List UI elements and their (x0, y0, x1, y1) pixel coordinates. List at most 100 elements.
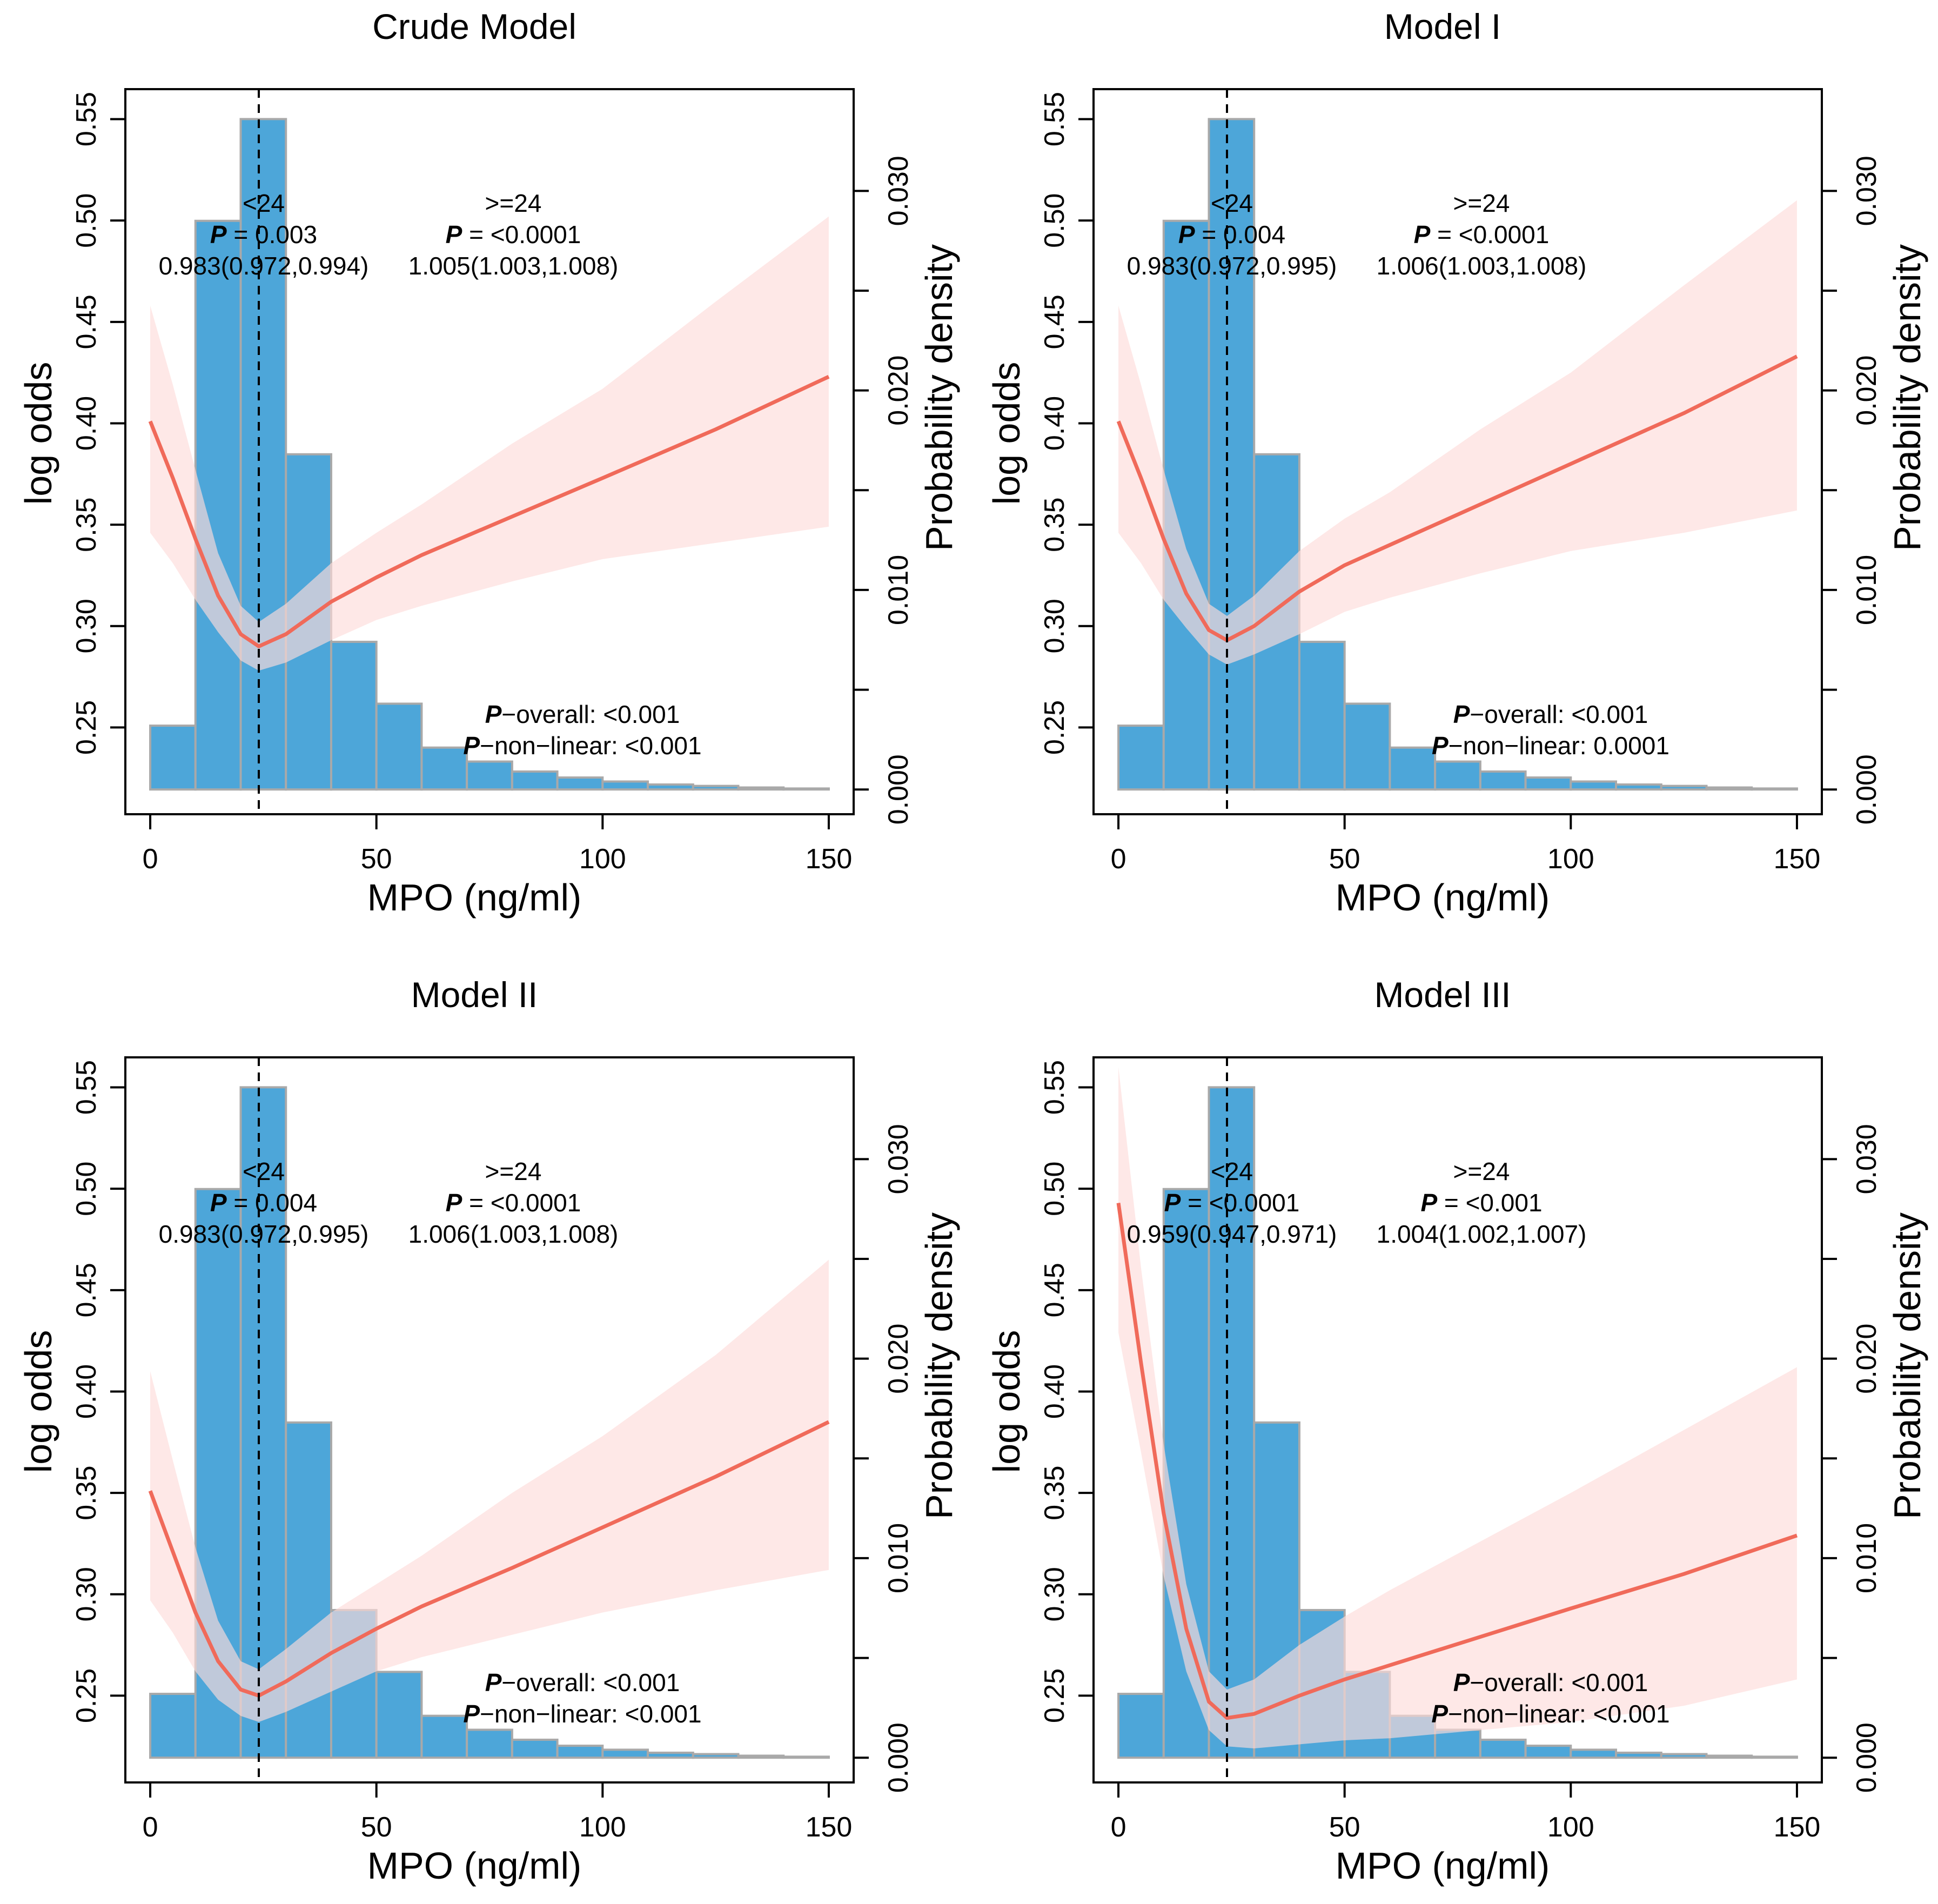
p-label: P (1432, 732, 1449, 760)
right-axis-title: Probability density (1886, 1212, 1928, 1519)
histogram-bar (420, 746, 468, 791)
spline-curve (1116, 354, 1798, 642)
x-tick-label: 0 (143, 1812, 158, 1843)
y-axis-title: log odds (17, 1330, 59, 1473)
left-tick-label: 0.40 (1039, 396, 1070, 451)
annotations: <24 P = <0.0001 0.959(0.947,0.971) >=24 P = … (1127, 1157, 1670, 1728)
histogram-bar (1570, 1748, 1618, 1759)
x-axis: 0 50 100 150 (1111, 1781, 1821, 1843)
y-axis-title: log odds (985, 1330, 1028, 1473)
histogram-bar (601, 780, 649, 791)
x-tick-label: 150 (1774, 1812, 1821, 1843)
p-label: P (446, 1189, 462, 1217)
histogram-bar (1117, 1693, 1165, 1759)
annotations: <24 P = 0.004 0.983(0.972,0.995) >=24 P = <0… (159, 1157, 702, 1728)
x-axis: 0 50 100 150 (1111, 813, 1820, 875)
x-tick-label: 0 (143, 843, 158, 875)
histogram-bar (737, 786, 785, 791)
left-axis: 0.25 0.30 0.35 0.40 0.45 0.50 0.55 (1039, 92, 1094, 755)
x-tick-label: 50 (1329, 843, 1360, 875)
left-p-value: P = 0.004 (210, 1189, 317, 1217)
p-label: P (1431, 1700, 1448, 1728)
x-axis: 0 50 100 150 (143, 1781, 852, 1843)
histogram-bar (1615, 1751, 1662, 1759)
p-overall-text: −overall: <0.001 (1470, 1668, 1648, 1697)
histogram-bar (692, 785, 740, 791)
p-label: P (1178, 220, 1195, 249)
right-tick-label: 0.020 (883, 356, 914, 426)
histogram-bar (149, 1693, 197, 1759)
p-label: P (1414, 220, 1431, 249)
left-tick-label: 0.50 (71, 193, 102, 248)
left-estimate: 0.983(0.972,0.995) (159, 1220, 369, 1248)
p-nonlinear: P−non−linear: 0.0001 (1432, 732, 1669, 760)
left-tick-label: 0.25 (1039, 700, 1070, 755)
p-nonlinear-text: −non−linear: <0.001 (480, 732, 702, 760)
p-label: P (210, 1189, 227, 1217)
x-tick-label: 0 (1111, 843, 1126, 875)
p-overall: P−overall: <0.001 (485, 700, 680, 728)
left-tick-label: 0.35 (1039, 497, 1070, 552)
chart-panel: 0 50 100 150 0.25 0.30 0.35 0.40 0.45 0.50 0.55 0.0… (985, 975, 1928, 1887)
left-tick-label: 0.45 (71, 294, 102, 349)
panel-title: Model I (1384, 6, 1501, 46)
left-tick-label: 0.25 (71, 1668, 102, 1723)
left-tick-label: 0.45 (1039, 1263, 1070, 1317)
annotations: <24 P = 0.003 0.983(0.972,0.994) >=24 P = <0… (159, 189, 702, 760)
left-tick-label: 0.50 (1039, 193, 1070, 248)
left-axis: 0.25 0.30 0.35 0.40 0.45 0.50 0.55 (71, 92, 125, 755)
histogram-bar (1705, 1754, 1753, 1759)
left-p-value: P = 0.004 (1178, 220, 1285, 249)
p-label: P (1420, 1189, 1437, 1217)
histogram-bar (1524, 776, 1572, 791)
left-tick-label: 0.55 (1039, 1060, 1070, 1115)
right-axis: 0.000 0.010 0.020 0.030 (1821, 1124, 1882, 1793)
histogram-bar (1524, 1745, 1572, 1759)
histogram-bar (1208, 1086, 1256, 1759)
p-overall: P−overall: <0.001 (485, 1668, 680, 1697)
panel-title: Model III (1374, 975, 1511, 1015)
right-estimate: 1.006(1.003,1.008) (1377, 252, 1587, 280)
histogram-bar (1298, 640, 1346, 791)
histogram-bar (375, 1671, 423, 1759)
p-overall: P−overall: <0.001 (1453, 700, 1648, 728)
p-label: P (210, 220, 227, 249)
p-nonlinear: P−non−linear: <0.001 (1431, 1700, 1669, 1728)
spline-curve (1116, 1202, 1798, 1720)
x-axis-title: MPO (ng/ml) (1336, 1845, 1550, 1887)
chart-panel: 0 50 100 150 0.25 0.30 0.35 0.40 0.45 0.50 0.55 0.0… (17, 975, 960, 1887)
left-tick-label: 0.55 (71, 92, 102, 146)
p-nonlinear-text: −non−linear: 0.0001 (1449, 732, 1669, 760)
left-tick-label: 0.35 (71, 1465, 102, 1520)
right-tick-label: 0.000 (883, 754, 914, 824)
p-overall-text: −overall: <0.001 (501, 700, 680, 728)
p-label: P (485, 1668, 502, 1697)
chart-panel: 0 50 100 150 0.25 0.30 0.35 0.40 0.45 0.50 0.55 0.0… (17, 6, 960, 919)
histogram-bar (692, 1753, 740, 1759)
histogram-bar (782, 787, 830, 791)
x-axis-title: MPO (ng/ml) (367, 1845, 582, 1887)
x-axis-title: MPO (ng/ml) (1336, 876, 1550, 919)
left-tick-label: 0.30 (71, 1567, 102, 1621)
panel-title: Model II (411, 975, 538, 1015)
x-tick-label: 100 (579, 843, 626, 875)
histogram-bar (601, 1748, 649, 1759)
right-tick-label: 0.010 (1851, 1523, 1882, 1593)
right-tick-label: 0.020 (1851, 1324, 1882, 1394)
histogram-bar (1660, 785, 1708, 791)
x-tick-label: 50 (361, 843, 392, 875)
right-tick-label: 0.010 (1851, 555, 1882, 625)
right-tick-label: 0.010 (883, 555, 914, 625)
p-label: P (1453, 700, 1470, 728)
p-label: P (446, 220, 462, 249)
right-p-value: P = <0.0001 (1414, 220, 1550, 249)
histogram-bar (149, 725, 197, 791)
p-label: P (463, 1700, 480, 1728)
left-estimate: 0.959(0.947,0.971) (1127, 1220, 1337, 1248)
right-p-value: P = <0.0001 (446, 1189, 581, 1217)
p-overall-text: −overall: <0.001 (501, 1668, 680, 1697)
y-axis-title: log odds (17, 362, 59, 505)
confidence-band (1118, 200, 1797, 665)
right-axis: 0.000 0.010 0.020 0.030 (853, 156, 914, 824)
